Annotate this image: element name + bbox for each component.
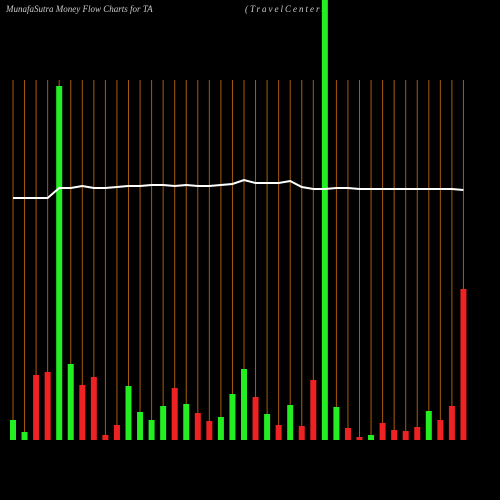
- bar: [368, 435, 375, 440]
- bar: [21, 432, 28, 440]
- bar: [137, 412, 144, 440]
- bar: [44, 372, 51, 440]
- bar: [113, 425, 120, 440]
- bar: [33, 375, 40, 440]
- grid: [12, 80, 464, 440]
- chart-title: MunafaSutra Money Flow Charts for TA: [5, 4, 153, 14]
- bar: [206, 421, 213, 440]
- bar: [425, 411, 432, 440]
- bar: [67, 364, 74, 440]
- bar: [194, 413, 201, 440]
- bar: [125, 386, 132, 440]
- price-line: [13, 178, 464, 199]
- bar: [217, 417, 224, 440]
- bar: [437, 420, 444, 440]
- bar: [391, 430, 398, 440]
- bar: [79, 385, 86, 440]
- bar: [344, 428, 351, 440]
- bar: [275, 425, 282, 440]
- bar: [160, 406, 167, 440]
- bar: [148, 420, 155, 440]
- bar: [102, 435, 109, 440]
- bar: [241, 369, 247, 440]
- bar: [310, 380, 317, 440]
- bar: [298, 426, 305, 440]
- bar: [414, 427, 421, 440]
- bar: [264, 414, 271, 440]
- chart-subtitle: (TravelCenters: [245, 4, 327, 14]
- bar: [90, 377, 97, 440]
- bar: [356, 437, 363, 440]
- bars: [10, 0, 467, 440]
- bar: [287, 405, 294, 440]
- bar: [10, 420, 16, 440]
- lines: [13, 178, 464, 199]
- bar: [56, 86, 63, 440]
- bar: [229, 394, 236, 440]
- bar: [183, 404, 190, 440]
- bar: [379, 423, 386, 440]
- bar: [171, 388, 178, 440]
- bar: [402, 431, 409, 440]
- bar: [252, 397, 259, 440]
- bar: [448, 406, 455, 440]
- bar: [460, 289, 467, 440]
- bar: [321, 0, 328, 440]
- bar: [333, 407, 340, 440]
